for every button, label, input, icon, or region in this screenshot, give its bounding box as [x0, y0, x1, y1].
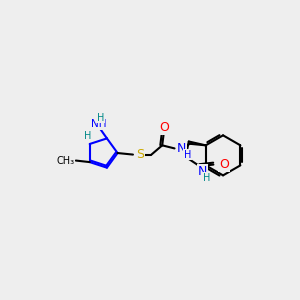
- Text: N: N: [198, 165, 207, 178]
- Text: O: O: [159, 121, 169, 134]
- Text: O: O: [219, 158, 229, 171]
- Text: H: H: [184, 150, 191, 160]
- Text: N: N: [177, 142, 186, 155]
- Text: NH: NH: [91, 119, 106, 129]
- Text: H: H: [97, 112, 104, 123]
- Text: H: H: [203, 173, 210, 183]
- Text: CH₃: CH₃: [56, 156, 74, 166]
- Text: H: H: [84, 131, 91, 141]
- Text: S: S: [136, 148, 144, 161]
